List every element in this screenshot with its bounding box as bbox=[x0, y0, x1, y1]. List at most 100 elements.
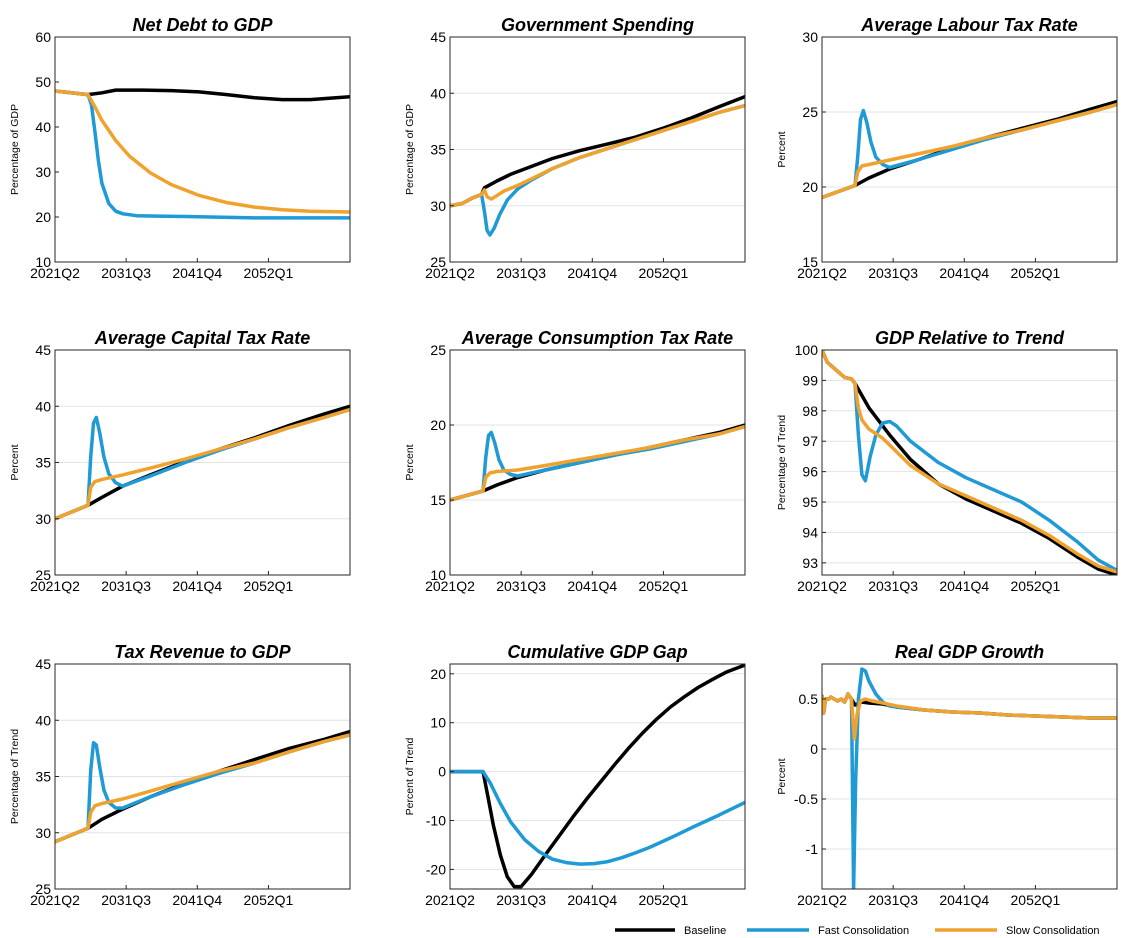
chart-panels: 10 20 30 40 50 60 2021Q2 2031Q3 2041Q4 2052Q1 Net … bbox=[9, 15, 1118, 908]
x-tick-label: 2041Q4 bbox=[939, 892, 989, 908]
panel-average-consumption-tax-rate: 10 15 20 25 2021Q2 2031Q3 2041Q4 2052Q1 Average … bbox=[404, 328, 746, 594]
panel-title: Net Debt to GDP bbox=[132, 15, 273, 35]
x-tick-label: 2052Q1 bbox=[639, 265, 689, 281]
y-axis-label: Percentage of Trend bbox=[9, 729, 21, 824]
x-tick-label: 2031Q3 bbox=[868, 892, 918, 908]
x-tick-label: 2021Q2 bbox=[425, 892, 475, 908]
series-group bbox=[450, 423, 745, 502]
x-tick-label: 2052Q1 bbox=[639, 578, 689, 594]
y-tick-label: 45 bbox=[35, 656, 51, 672]
y-axis-label: Percentage of Trend bbox=[776, 415, 788, 510]
y-tick-label: 35 bbox=[430, 142, 446, 158]
panel-government-spending: 25 30 35 40 45 2021Q2 2031Q3 2041Q4 2052Q1 Govern… bbox=[404, 15, 746, 281]
y-tick-label: 25 bbox=[35, 567, 51, 583]
y-tick-label: 10 bbox=[430, 715, 446, 731]
y-tick-label: 99 bbox=[802, 372, 818, 388]
panel-title: Cumulative GDP Gap bbox=[507, 642, 687, 662]
series-group bbox=[55, 729, 350, 844]
x-tick-label: 2041Q4 bbox=[567, 892, 617, 908]
x-tick-label: 2041Q4 bbox=[567, 265, 617, 281]
y-axis-label: Percentage of GDP bbox=[404, 104, 416, 195]
series-line-slow-consolidation bbox=[822, 350, 1117, 574]
legend-label-baseline: Baseline bbox=[684, 925, 726, 937]
x-tick-label: 2052Q1 bbox=[639, 892, 689, 908]
panel-average-labour-tax-rate: 15 20 25 30 2021Q2 2031Q3 2041Q4 2052Q1 Average … bbox=[776, 15, 1118, 281]
legend-label-slow: Slow Consolidation bbox=[1006, 925, 1100, 937]
panel-title: Average Capital Tax Rate bbox=[94, 328, 310, 348]
series-group bbox=[55, 404, 350, 521]
y-tick-label: 20 bbox=[430, 666, 446, 682]
x-tick-label: 2021Q2 bbox=[425, 578, 475, 594]
y-tick-label: 30 bbox=[35, 511, 51, 527]
y-tick-label: -10 bbox=[426, 813, 446, 829]
series-line-slow-consolidation bbox=[822, 102, 1117, 200]
x-tick-label: 2041Q4 bbox=[567, 578, 617, 594]
legend: Baseline Fast Consolidation Slow Consoli… bbox=[615, 925, 1100, 937]
y-tick-label: -1 bbox=[806, 841, 819, 857]
y-tick-label: 45 bbox=[35, 342, 51, 358]
y-tick-label: 98 bbox=[802, 403, 818, 419]
axis-box bbox=[821, 663, 1118, 890]
x-tick-label: 2041Q4 bbox=[939, 265, 989, 281]
y-tick-label: 30 bbox=[35, 164, 51, 180]
y-tick-label: 60 bbox=[35, 29, 51, 45]
y-tick-label: 94 bbox=[802, 524, 818, 540]
x-tick-label: 2031Q3 bbox=[496, 578, 546, 594]
y-tick-label: 97 bbox=[802, 433, 818, 449]
x-tick-label: 2031Q3 bbox=[868, 265, 918, 281]
plot-area bbox=[822, 350, 1117, 575]
y-tick-label: 40 bbox=[430, 85, 446, 101]
series-line-baseline bbox=[55, 88, 350, 102]
series-group bbox=[450, 94, 745, 237]
panel-title: Government Spending bbox=[501, 15, 694, 35]
y-tick-label: -0.5 bbox=[794, 791, 818, 807]
y-tick-label: 50 bbox=[35, 74, 51, 90]
x-tick-label: 2031Q3 bbox=[101, 892, 151, 908]
x-tick-label: 2041Q4 bbox=[939, 578, 989, 594]
x-tick-label: 2052Q1 bbox=[244, 265, 294, 281]
panel-title: Average Consumption Tax Rate bbox=[461, 328, 733, 348]
panel-title: Tax Revenue to GDP bbox=[114, 642, 291, 662]
series-group bbox=[822, 350, 1117, 575]
series-line-baseline bbox=[450, 664, 745, 889]
y-tick-label: 20 bbox=[802, 179, 818, 195]
x-tick-label: 2052Q1 bbox=[1011, 892, 1061, 908]
y-tick-label: 96 bbox=[802, 464, 818, 480]
series-line-slow-consolidation bbox=[450, 103, 745, 208]
y-tick-label: 93 bbox=[802, 555, 818, 571]
y-tick-label: 15 bbox=[802, 254, 818, 270]
x-tick-label: 2052Q1 bbox=[1011, 578, 1061, 594]
y-tick-label: 25 bbox=[802, 104, 818, 120]
x-tick-label: 2041Q4 bbox=[172, 892, 222, 908]
x-tick-label: 2052Q1 bbox=[244, 578, 294, 594]
panel-title: GDP Relative to Trend bbox=[875, 328, 1065, 348]
y-tick-label: 95 bbox=[802, 494, 818, 510]
x-tick-label: 2021Q2 bbox=[30, 892, 80, 908]
y-tick-label: 45 bbox=[430, 29, 446, 45]
y-tick-label: 10 bbox=[35, 254, 51, 270]
axis-box bbox=[449, 349, 746, 576]
x-tick-label: 2021Q2 bbox=[797, 265, 847, 281]
y-tick-label: 35 bbox=[35, 769, 51, 785]
y-tick-label: 40 bbox=[35, 398, 51, 414]
series-group bbox=[822, 99, 1117, 200]
panel-real-gdp-growth: -1 -0.5 0 0.5 2021Q2 2031Q3 2041Q4 2052Q1 Real G… bbox=[776, 642, 1118, 908]
y-tick-label: 35 bbox=[35, 455, 51, 471]
series-group bbox=[822, 667, 1117, 889]
y-tick-label: 25 bbox=[430, 342, 446, 358]
y-tick-label: 30 bbox=[35, 825, 51, 841]
y-tick-label: 10 bbox=[430, 567, 446, 583]
series-line-slow-consolidation bbox=[822, 692, 1117, 741]
series-line-slow-consolidation bbox=[55, 733, 350, 844]
series-line-fast-consolidation bbox=[55, 89, 350, 220]
x-tick-label: 2031Q3 bbox=[101, 578, 151, 594]
plot-area bbox=[822, 37, 1117, 262]
series-group bbox=[450, 664, 745, 889]
x-tick-label: 2052Q1 bbox=[244, 892, 294, 908]
y-tick-label: -20 bbox=[426, 861, 446, 877]
y-tick-label: 30 bbox=[430, 198, 446, 214]
y-axis-label: Percentage of GDP bbox=[9, 104, 21, 195]
plot-area bbox=[450, 350, 745, 575]
y-tick-label: 30 bbox=[802, 29, 818, 45]
legend-label-fast: Fast Consolidation bbox=[818, 925, 909, 937]
